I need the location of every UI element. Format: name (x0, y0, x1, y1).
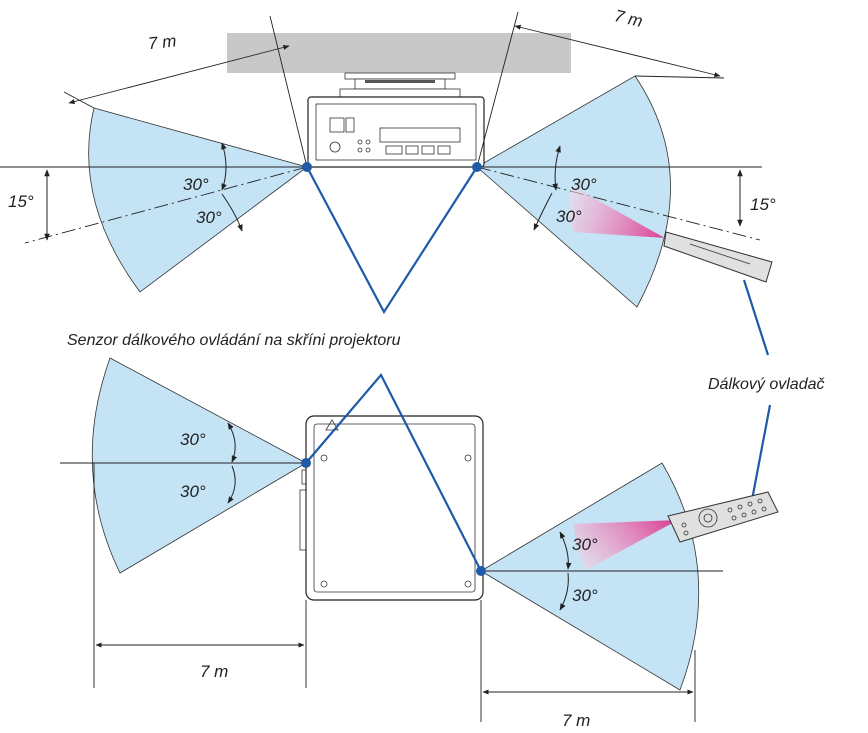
sensor-connector-bottom (305, 373, 482, 572)
distance-label-top-left: 7 m (147, 31, 177, 53)
remote-control-top-icon (667, 491, 779, 543)
sensor-dot-top-left (302, 162, 312, 172)
angle-label-top-right-upper: 30° (571, 175, 597, 194)
sensor-cone-bottom-left (91, 357, 307, 574)
caption-sensor: Senzor dálkového ovládání na skříni proj… (67, 332, 401, 349)
angle-label-top-right-lower: 30° (556, 207, 582, 226)
top-view: 7 m 7 m 30° 30° 30° 30° 15° 15° (0, 6, 776, 356)
angle-label-bottom-right-upper: 30° (572, 535, 598, 554)
ceiling-plate (227, 33, 571, 73)
mount-bracket (339, 72, 461, 98)
sensor-cone-top-left (88, 107, 308, 293)
projector-top-view (299, 415, 484, 601)
sensor-connector-top (306, 166, 478, 315)
remote-control-side-icon (663, 231, 773, 356)
distance-label-bottom-right: 7 m (562, 711, 590, 730)
angle-label-bottom-right-lower: 30° (572, 586, 598, 605)
angle-label-15-right: 15° (750, 195, 776, 214)
angle-label-top-left-upper: 30° (183, 175, 209, 194)
sensor-dot-bottom-left (301, 458, 311, 468)
projector-front-view (307, 96, 485, 168)
caption-remote: Dálkový ovladač (708, 376, 825, 393)
axis-15-left (24, 166, 308, 244)
angle-label-bottom-left-lower: 30° (180, 482, 206, 501)
sensor-cone-bottom-right (480, 462, 700, 691)
angle-label-bottom-left-upper: 30° (180, 430, 206, 449)
remote-beam-bottom (574, 520, 678, 570)
remote-beam-top (568, 186, 665, 238)
distance-label-bottom-left: 7 m (200, 662, 228, 681)
bottom-view: 30° 30° 30° 30° 7 m 7 m (60, 357, 779, 730)
distance-label-top-right: 7 m (613, 6, 645, 31)
angle-label-15-left: 15° (8, 192, 34, 211)
sensor-dot-bottom-right (476, 566, 486, 576)
axis-15-right (476, 166, 761, 241)
sensor-dot-top-right (472, 162, 482, 172)
angle-label-top-left-lower: 30° (196, 208, 222, 227)
